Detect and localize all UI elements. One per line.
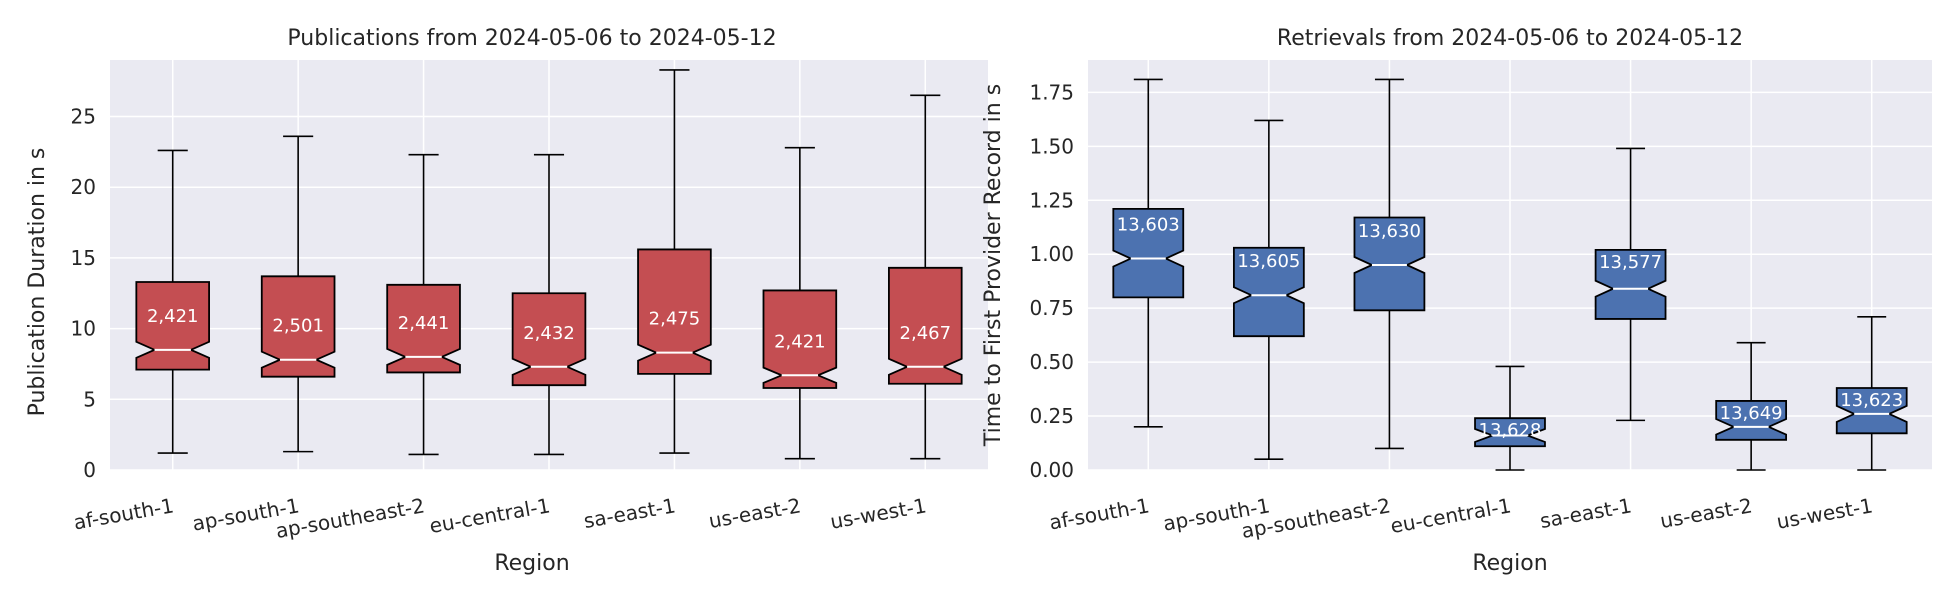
x-tick-label: af-south-1	[1047, 493, 1151, 534]
y-tick-label: 5	[83, 387, 96, 411]
y-tick-label: 15	[71, 246, 96, 270]
count-label: 13,603	[1117, 215, 1180, 236]
y-tick-label: 0.25	[1029, 404, 1074, 428]
x-tick-label: eu-central-1	[428, 493, 552, 538]
x-tick-label: af-south-1	[72, 493, 176, 534]
x-tick-label: sa-east-1	[1538, 493, 1633, 533]
box	[1112, 207, 1185, 299]
box	[260, 275, 336, 378]
y-tick-label: 0.75	[1029, 296, 1074, 320]
x-tick-label: us-west-1	[1775, 493, 1875, 534]
y-tick-label: 20	[71, 175, 96, 199]
x-tick-label: us-west-1	[828, 493, 928, 534]
x-tick-label: us-east-2	[1658, 493, 1754, 533]
x-tick-label: us-east-2	[707, 493, 803, 533]
box	[1353, 216, 1426, 312]
box	[1594, 248, 1667, 320]
x-tick-label: eu-central-1	[1389, 493, 1513, 538]
y-tick-label: 0.50	[1029, 350, 1074, 374]
y-tick-label: 1.50	[1029, 134, 1074, 158]
box	[386, 283, 461, 374]
chart-title: Publications from 2024-05-06 to 2024-05-…	[287, 26, 776, 51]
y-tick-label: 1.00	[1029, 242, 1074, 266]
y-tick-label: 1.75	[1029, 80, 1074, 104]
x-tick-label: sa-east-1	[582, 493, 677, 533]
y-axis-label: Publication Duration in s	[25, 148, 50, 417]
plot-area: 0.00 0.25 0.50 0.75 1.00 1.25 1.50 1.75 af-south…	[1029, 60, 1932, 543]
y-axis-label: Time to First Provider Record in s	[981, 84, 1006, 447]
count-label: 2,467	[900, 323, 952, 344]
y-tick-label: 0.00	[1029, 458, 1074, 482]
count-label: 13,605	[1237, 251, 1300, 272]
count-label: 2,501	[272, 316, 324, 337]
y-tick-label: 25	[71, 105, 96, 129]
y-tick-label: 1.25	[1029, 188, 1074, 212]
box	[135, 281, 210, 371]
count-label: 2,441	[398, 313, 450, 334]
count-label: 13,628	[1479, 420, 1542, 441]
count-label: 13,623	[1840, 390, 1903, 411]
y-tick-label: 0	[83, 458, 96, 482]
box	[637, 248, 712, 375]
x-axis-label: Region	[494, 551, 569, 576]
count-label: 2,432	[523, 323, 575, 344]
count-label: 13,649	[1720, 403, 1783, 424]
count-label: 2,475	[649, 309, 701, 330]
y-tick-label: 10	[71, 317, 96, 341]
box	[1715, 400, 1788, 441]
chart-title: Retrievals from 2024-05-06 to 2024-05-12	[1277, 26, 1743, 51]
retrievals-panel: 0.00 0.25 0.50 0.75 1.00 1.25 1.50 1.75 af-south…	[981, 26, 1932, 576]
box	[1835, 387, 1908, 435]
box	[1474, 417, 1546, 448]
box	[1232, 246, 1305, 338]
count-label: 13,630	[1358, 221, 1421, 242]
box	[888, 266, 963, 385]
count-label: 13,577	[1599, 252, 1662, 273]
box	[762, 289, 838, 389]
x-axis-label: Region	[1472, 551, 1547, 576]
box	[511, 292, 587, 387]
count-label: 2,421	[147, 306, 199, 327]
count-label: 2,421	[774, 331, 826, 352]
